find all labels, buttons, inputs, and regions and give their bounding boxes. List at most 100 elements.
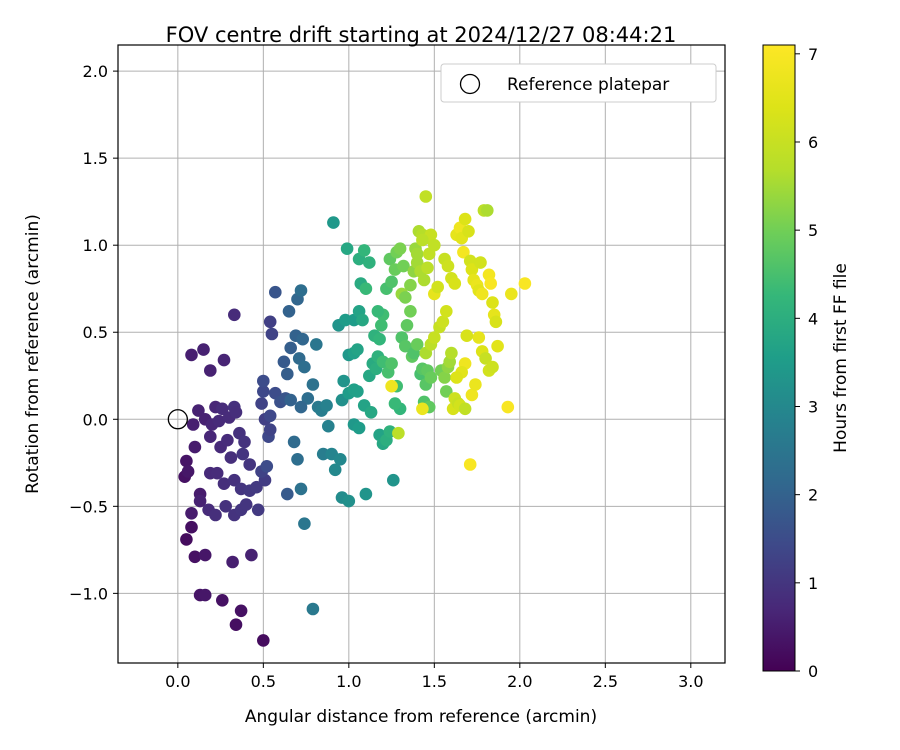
y-axis-ticks: −1.0 −0.5 0.0 0.5 1.0 1.5 2.0 bbox=[69, 62, 118, 603]
data-point bbox=[291, 453, 304, 466]
data-point bbox=[400, 319, 414, 332]
data-point bbox=[197, 343, 210, 356]
data-point bbox=[450, 371, 463, 384]
data-point bbox=[236, 447, 250, 461]
data-point bbox=[320, 399, 333, 412]
chart-title: FOV centre drift starting at 2024/12/27 … bbox=[166, 23, 677, 47]
x-tick-label: 2.0 bbox=[507, 672, 532, 691]
data-point bbox=[228, 473, 241, 487]
data-point bbox=[284, 341, 298, 355]
data-point bbox=[399, 291, 412, 304]
legend: Reference platepar bbox=[440, 63, 717, 103]
data-point bbox=[212, 414, 226, 428]
y-tick-label: −0.5 bbox=[69, 497, 108, 516]
legend-marker-icon bbox=[459, 73, 481, 95]
data-point bbox=[373, 332, 386, 346]
data-point bbox=[188, 550, 202, 564]
data-point bbox=[404, 278, 417, 292]
y-tick-label: 0.5 bbox=[83, 323, 108, 342]
data-point bbox=[441, 259, 455, 273]
data-point bbox=[255, 397, 268, 410]
data-point bbox=[263, 315, 277, 329]
reference-platepar-marker bbox=[167, 409, 188, 430]
data-point bbox=[375, 319, 388, 332]
data-point bbox=[438, 371, 451, 384]
data-point bbox=[224, 451, 238, 464]
data-point bbox=[416, 233, 429, 247]
data-point bbox=[192, 404, 205, 417]
data-point bbox=[385, 379, 398, 393]
data-point bbox=[269, 285, 282, 299]
data-point bbox=[481, 204, 494, 217]
data-point bbox=[327, 216, 340, 229]
data-point bbox=[385, 275, 398, 289]
data-point bbox=[448, 277, 462, 290]
data-point bbox=[397, 259, 410, 273]
data-point bbox=[193, 494, 207, 508]
y-axis-label: Rotation from reference (arcmin) bbox=[23, 214, 43, 494]
data-point bbox=[294, 400, 308, 414]
data-point bbox=[238, 435, 251, 449]
data-point bbox=[185, 507, 198, 520]
data-point bbox=[296, 332, 310, 346]
data-point bbox=[351, 385, 364, 398]
colorbar-ticks: 0 1 2 3 4 5 6 7 bbox=[795, 45, 818, 681]
data-point bbox=[371, 305, 385, 318]
colorbar-tick-label: 2 bbox=[808, 486, 818, 505]
data-point bbox=[505, 287, 518, 301]
data-point bbox=[357, 244, 371, 257]
data-point bbox=[217, 477, 231, 491]
data-point bbox=[428, 331, 441, 344]
data-point bbox=[328, 463, 342, 477]
data-point bbox=[209, 508, 222, 522]
data-point bbox=[417, 273, 431, 287]
colorbar-tick-label: 5 bbox=[808, 221, 818, 240]
data-point bbox=[180, 454, 193, 468]
data-point bbox=[387, 473, 400, 487]
data-point bbox=[416, 402, 429, 416]
data-point bbox=[257, 634, 270, 647]
data-point bbox=[465, 388, 479, 402]
data-point bbox=[334, 453, 347, 466]
x-axis-label: Angular distance from reference (arcmin) bbox=[245, 707, 597, 727]
y-tick-label: 1.0 bbox=[83, 236, 108, 255]
colorbar-tick-label: 0 bbox=[808, 662, 818, 681]
data-point bbox=[342, 494, 356, 508]
data-point bbox=[501, 400, 515, 414]
data-point bbox=[228, 308, 241, 322]
data-point bbox=[181, 465, 195, 478]
data-point bbox=[260, 460, 274, 473]
y-tick-label: 2.0 bbox=[83, 62, 108, 81]
data-point bbox=[458, 212, 472, 226]
data-point bbox=[463, 458, 477, 471]
data-point bbox=[251, 503, 265, 517]
data-point bbox=[465, 263, 479, 276]
data-point bbox=[359, 282, 373, 296]
data-point bbox=[239, 498, 253, 511]
legend-label: Reference platepar bbox=[507, 75, 669, 95]
legend-box bbox=[440, 63, 717, 103]
data-point bbox=[234, 604, 248, 618]
data-point bbox=[186, 418, 200, 431]
data-point bbox=[458, 402, 472, 416]
data-point bbox=[428, 238, 441, 252]
data-point bbox=[281, 367, 294, 381]
colorbar-tick-label: 6 bbox=[808, 133, 818, 152]
data-point bbox=[457, 245, 470, 259]
data-point bbox=[287, 435, 301, 449]
data-point bbox=[440, 305, 453, 318]
plot-frame bbox=[117, 44, 726, 664]
data-point bbox=[250, 480, 263, 494]
data-point bbox=[392, 426, 405, 440]
data-point bbox=[257, 374, 270, 388]
data-point bbox=[475, 287, 489, 301]
data-point bbox=[486, 360, 499, 374]
data-point bbox=[399, 339, 412, 353]
data-point bbox=[421, 261, 434, 275]
data-point bbox=[180, 533, 193, 546]
data-point bbox=[257, 385, 270, 398]
data-point bbox=[474, 256, 487, 269]
data-point bbox=[243, 458, 256, 471]
data-point bbox=[436, 315, 450, 329]
data-point bbox=[359, 487, 373, 501]
